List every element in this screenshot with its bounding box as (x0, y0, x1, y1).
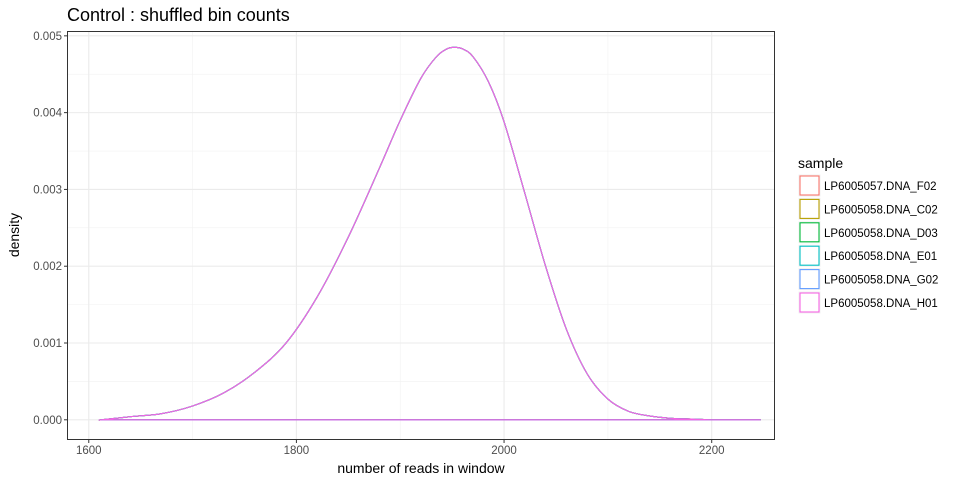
chart-title: Control : shuffled bin counts (67, 5, 290, 25)
y-tick-label: 0.003 (33, 184, 62, 196)
legend-key-bg (798, 244, 821, 267)
legend-title: sample (798, 155, 843, 171)
density-curve-5 (98, 46, 761, 421)
legend-key-3 (799, 222, 820, 243)
density-curve-6 (98, 46, 761, 421)
legend-label-6: LP6005058.DNA_H01 (824, 298, 938, 310)
density-curve-2 (98, 46, 761, 421)
legend-label-1: LP6005057.DNA_F02 (824, 181, 937, 193)
grid-major (68, 32, 774, 439)
legend-label-3: LP6005058.DNA_D03 (824, 228, 938, 240)
y-tick-label: 0.005 (33, 31, 62, 43)
plot-panel-border (67, 31, 775, 440)
legend-key-bg (798, 291, 821, 314)
legend-key-bg (798, 174, 821, 197)
legend-key-6 (799, 292, 820, 313)
x-tick-label: 1800 (284, 445, 310, 457)
x-tick-label: 1600 (76, 445, 102, 457)
x-axis-title: number of reads in window (337, 460, 505, 476)
legend-key-bg (798, 268, 821, 291)
legend-key-4 (799, 245, 820, 266)
y-axis-title: density (6, 213, 22, 257)
density-curve-3 (98, 46, 761, 421)
y-axis: 0.000 0.001 0.002 0.003 0.004 0.005 (33, 31, 68, 427)
legend-key-bg (798, 197, 821, 220)
y-tick-label: 0.004 (33, 108, 62, 120)
legend-key-bg (798, 221, 821, 244)
y-tick-label: 0.002 (33, 261, 62, 273)
y-tick-label: 0.001 (33, 338, 62, 350)
density-curve-1 (98, 46, 761, 421)
legend-key-2 (799, 198, 820, 219)
x-tick-label: 2200 (699, 445, 725, 457)
series-layer (98, 46, 761, 421)
grid-minor (68, 32, 774, 439)
density-curve-4 (98, 46, 761, 421)
legend-label-5: LP6005058.DNA_G02 (824, 275, 938, 287)
x-tick-label: 2000 (491, 445, 517, 457)
legend-label-2: LP6005058.DNA_C02 (824, 204, 938, 216)
legend-key-1 (799, 175, 820, 196)
x-axis: 1600 1800 2000 2200 (76, 439, 725, 457)
y-tick-label: 0.000 (33, 415, 62, 427)
legend-key-5 (799, 269, 820, 290)
legend: sample LP6005057.DNA_F02 LP6005058.DNA_C0… (798, 155, 938, 314)
legend-label-4: LP6005058.DNA_E01 (824, 251, 937, 263)
